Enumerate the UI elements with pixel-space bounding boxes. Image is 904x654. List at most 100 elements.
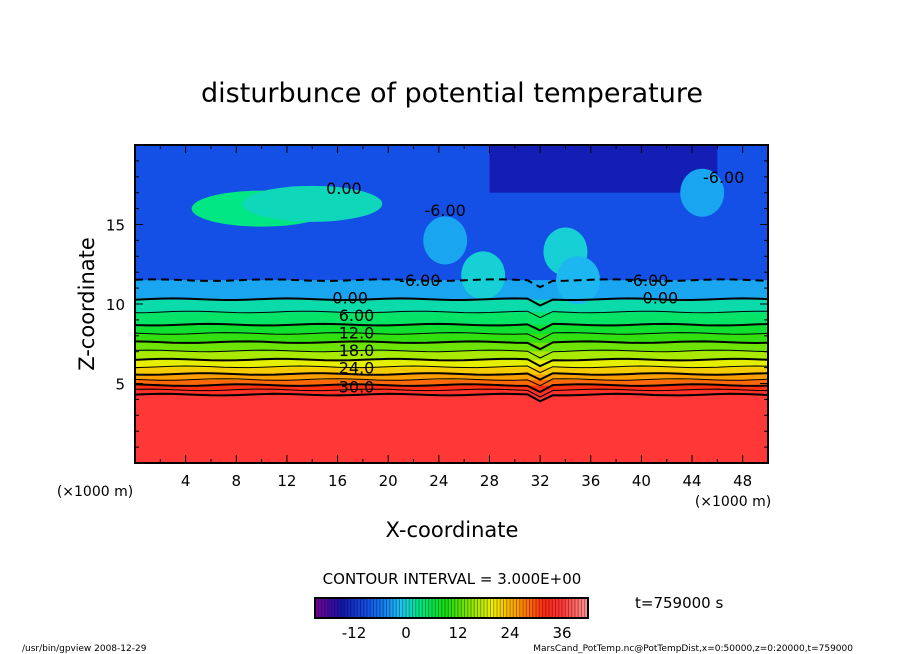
colorbar-swatch: [568, 598, 573, 618]
colorbar-swatch: [441, 598, 446, 618]
colorbar-swatch: [529, 598, 534, 618]
contour-band: [135, 350, 768, 361]
colorbar-swatch: [487, 598, 491, 618]
colorbar-swatch: [497, 598, 501, 618]
time-label: t=759000 s: [635, 594, 723, 612]
colorbar: -12 0 12 24 36: [314, 597, 589, 642]
colorbar-swatch: [367, 598, 371, 618]
contour-line: [135, 392, 768, 403]
contour-line: [135, 388, 768, 398]
colorbar-swatch: [562, 598, 566, 618]
contour-band: [135, 299, 768, 313]
x-tick-label: 24: [429, 472, 448, 490]
contour-label: 0.00: [326, 179, 362, 198]
colorbar-swatch: [558, 598, 563, 618]
colorbar-swatch: [324, 598, 329, 618]
colorbar-swatch: [467, 598, 472, 618]
contour-band: [135, 333, 768, 343]
colorbar-tick-label: 0: [401, 624, 411, 642]
colorbar-swatch: [464, 598, 469, 618]
x-tick-label: 16: [328, 472, 347, 490]
contour-line: [135, 340, 768, 351]
colorbar-swatch: [555, 598, 560, 618]
footer-left: /usr/bin/gpview 2008-12-29: [22, 644, 147, 654]
colorbar-swatch: [334, 598, 339, 618]
x-tick-label: 12: [277, 472, 296, 490]
colorbar-swatch: [357, 598, 361, 618]
colorbar-swatch: [480, 598, 485, 618]
colorbar-swatch: [337, 598, 342, 618]
contour-band: [135, 366, 768, 375]
colorbar-swatch: [490, 598, 495, 618]
contour-band: [135, 342, 768, 352]
colorbar-swatch: [493, 598, 498, 618]
y-unit-label: (×1000 m): [57, 484, 133, 500]
colorbar-swatch: [578, 598, 582, 618]
colorbar-swatch: [402, 598, 407, 618]
colorbar-swatch: [454, 598, 459, 618]
x-tick-label: 32: [531, 472, 550, 490]
colorbar-swatch: [438, 598, 443, 618]
colorbar-swatch: [393, 598, 397, 618]
colorbar-swatch: [542, 598, 547, 618]
colorbar-swatch: [386, 598, 391, 618]
colorbar-swatch: [399, 598, 404, 618]
contour-line: [135, 322, 768, 332]
colorbar-swatch: [461, 598, 465, 618]
colorbar-swatch: [360, 598, 365, 618]
colorbar-swatch: [503, 598, 508, 618]
colorbar-swatch: [432, 598, 436, 618]
contour-label: 24.0: [339, 359, 375, 378]
contour-label: 30.0: [339, 378, 375, 397]
colorbar-swatch: [380, 598, 384, 618]
contour-band: [135, 389, 768, 396]
colorbar-swatch: [344, 598, 348, 618]
colorbar-swatch: [315, 598, 319, 618]
x-tick-label: 8: [232, 472, 242, 490]
x-axis-label: X-coordinate: [386, 518, 519, 542]
colorbar-swatch: [581, 598, 586, 618]
x-tick-label: 40: [632, 472, 651, 490]
anomaly-blob: [242, 185, 383, 222]
colorbar-swatch: [347, 598, 352, 618]
contour-label: -6.00: [703, 168, 744, 187]
contour-label: 12.0: [339, 324, 375, 343]
colorbar-swatch: [477, 598, 482, 618]
colorbar-swatch: [383, 598, 387, 618]
y-tick-label: 10: [106, 296, 125, 314]
contour-band: [135, 280, 768, 300]
colorbar-swatch: [321, 598, 326, 618]
contour-line: [135, 349, 768, 359]
chart-title: disturbunce of potential temperature: [201, 78, 703, 109]
x-unit-label: (×1000 m): [695, 494, 771, 510]
contour-interval-label: CONTOUR INTERVAL = 3.000E+00: [323, 570, 582, 588]
lower-region: [135, 394, 768, 463]
colorbar-swatch: [389, 598, 394, 618]
colorbar-swatch: [435, 598, 439, 618]
contour-label: -6.00: [399, 271, 440, 290]
colorbar-swatch: [419, 598, 423, 618]
y-tick-label: 15: [106, 217, 125, 235]
colorbar-swatch: [354, 598, 358, 618]
contour-line: [135, 310, 768, 319]
contour-line: [135, 332, 768, 341]
colorbar-swatch: [412, 598, 417, 618]
contour-label: 0.00: [332, 289, 368, 308]
colorbar-swatch: [571, 598, 576, 618]
colorbar-swatch: [409, 598, 413, 618]
x-tick-label: 44: [682, 472, 701, 490]
colorbar-swatch: [328, 598, 332, 618]
colorbar-swatch: [425, 598, 430, 618]
contour-line: [135, 372, 768, 381]
colorbar-swatch: [536, 598, 540, 618]
colorbar-swatch: [510, 598, 514, 618]
x-tick-label: 20: [379, 472, 398, 490]
colorbar-swatch: [506, 598, 511, 618]
x-tick-label: 28: [480, 472, 499, 490]
colorbar-swatch: [575, 598, 579, 618]
x-tick-label: 36: [581, 472, 600, 490]
colorbar-frame: [314, 597, 589, 619]
